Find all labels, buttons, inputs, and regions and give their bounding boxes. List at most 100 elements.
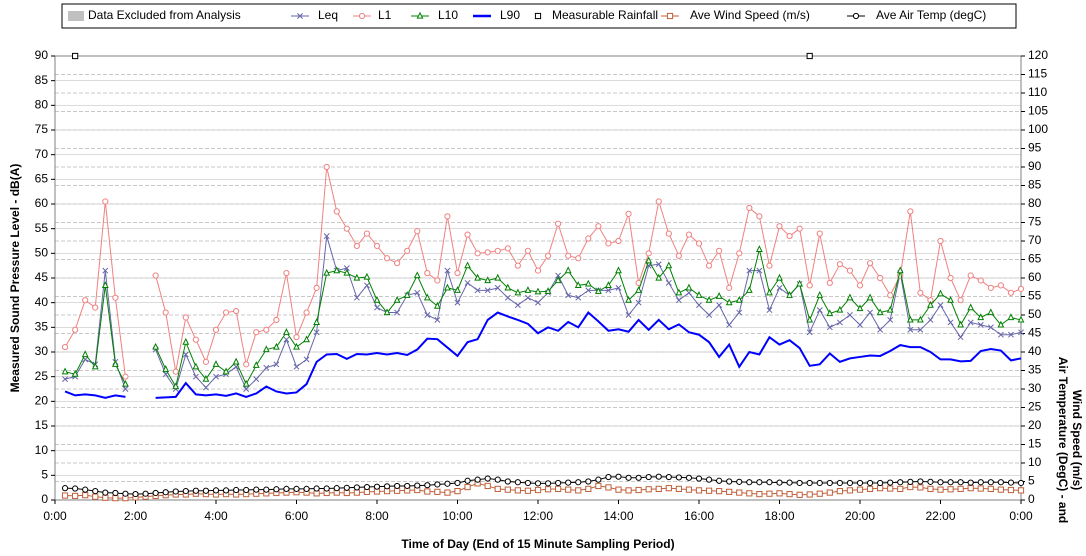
point: [464, 261, 471, 269]
point: [313, 485, 320, 492]
point: [222, 367, 230, 375]
point: [353, 273, 361, 281]
point: [796, 279, 804, 287]
point: [162, 309, 169, 316]
point: [776, 273, 783, 281]
point: [655, 473, 662, 480]
point: [182, 314, 189, 321]
point: [373, 483, 381, 490]
point: [434, 481, 441, 488]
point: [867, 309, 874, 316]
y2-tick-label: 120: [1028, 48, 1048, 62]
point: [756, 267, 763, 274]
point: [373, 295, 381, 303]
point: [836, 479, 843, 487]
point: [374, 304, 380, 311]
point: [897, 485, 904, 492]
y2-tick-label: 45: [1028, 326, 1042, 340]
point: [806, 491, 813, 498]
y2-tick-label: 25: [1028, 400, 1042, 414]
y-tick-label: 25: [35, 369, 49, 383]
point: [1018, 329, 1024, 336]
point: [786, 479, 793, 486]
point: [494, 476, 501, 483]
point: [816, 490, 823, 497]
point: [242, 379, 250, 387]
point: [212, 487, 220, 494]
point: [524, 294, 531, 301]
point: [423, 293, 431, 301]
point: [61, 367, 69, 375]
point: [293, 485, 300, 492]
point: [665, 261, 673, 269]
point: [333, 266, 341, 274]
point: [585, 287, 592, 294]
point: [283, 269, 290, 277]
point: [383, 255, 391, 262]
point: [957, 334, 964, 341]
point: [987, 324, 994, 331]
point: [766, 479, 773, 486]
point: [112, 294, 119, 301]
x-tick-label: 0:00: [1009, 509, 1033, 523]
y2-tick-label: 85: [1028, 178, 1042, 192]
point: [987, 479, 994, 486]
point: [565, 486, 572, 493]
point: [696, 302, 702, 309]
legend-swatch: [68, 11, 84, 21]
point: [726, 321, 733, 328]
point: [92, 488, 99, 495]
point: [977, 277, 984, 284]
legend-label: Ave Wind Speed (m/s): [690, 8, 810, 22]
y2-tick-label: 75: [1028, 215, 1042, 229]
y2-tick-label: 110: [1028, 85, 1047, 99]
point: [464, 231, 471, 238]
point: [263, 326, 270, 333]
x-tick-label: 18:00: [764, 509, 794, 523]
point: [404, 247, 411, 254]
point: [313, 329, 320, 336]
point: [957, 479, 964, 486]
point: [172, 488, 179, 495]
point: [685, 486, 693, 493]
point: [595, 482, 602, 490]
point: [262, 345, 270, 353]
point: [363, 282, 370, 289]
point: [293, 342, 300, 350]
point: [866, 260, 874, 267]
point: [343, 268, 351, 276]
point: [786, 232, 793, 240]
point: [645, 256, 653, 264]
point: [766, 307, 773, 314]
point: [857, 321, 863, 328]
legend-label: L1: [378, 8, 392, 22]
point: [353, 242, 360, 250]
point: [373, 242, 381, 250]
point: [283, 336, 290, 343]
point: [987, 308, 995, 316]
point: [685, 474, 693, 481]
point: [665, 473, 672, 481]
point: [806, 282, 813, 289]
point: [856, 486, 864, 493]
point: [232, 357, 240, 365]
point: [756, 490, 763, 498]
point: [263, 486, 270, 493]
point: [735, 295, 743, 303]
point: [806, 479, 813, 487]
point: [1017, 487, 1025, 494]
point: [504, 283, 512, 291]
y-tick-label: 40: [35, 295, 49, 309]
point: [675, 485, 682, 492]
point: [555, 220, 562, 227]
point: [343, 489, 350, 497]
point: [997, 331, 1004, 338]
point: [444, 489, 451, 496]
point: [464, 279, 471, 286]
y-axis-title: Measured Sound Pressure Level - dB(A): [8, 164, 22, 393]
point: [906, 315, 914, 323]
point: [877, 274, 884, 282]
point: [222, 309, 230, 316]
point: [705, 476, 713, 483]
point: [534, 267, 542, 274]
